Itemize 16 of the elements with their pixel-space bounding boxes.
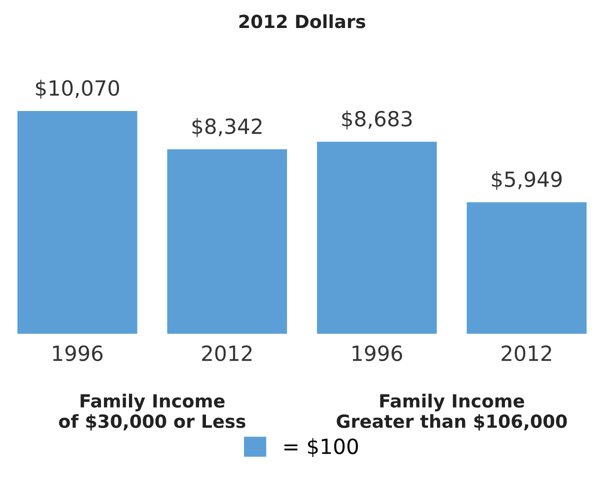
text: Family Income of $30,000 or Less	[59, 394, 246, 430]
x-tick-label: 2012	[202, 345, 252, 362]
data-label: $8,342	[192, 118, 262, 137]
bar	[167, 149, 288, 334]
data-label: $10,070	[36, 80, 120, 99]
chart-title: 2012 Dollars	[239, 14, 366, 28]
x-tick-label: 2012	[502, 345, 552, 362]
bar	[17, 111, 138, 334]
bar	[466, 202, 587, 334]
data-label: $5,949	[492, 170, 562, 190]
text: Family Income Greater than $106,000	[336, 394, 567, 430]
data-label: $8,683	[342, 110, 412, 130]
legend-label: = $100	[284, 438, 358, 457]
x-tick-label: 1996	[352, 345, 402, 362]
bar	[316, 142, 437, 334]
x-tick-label: 1996	[53, 345, 103, 362]
